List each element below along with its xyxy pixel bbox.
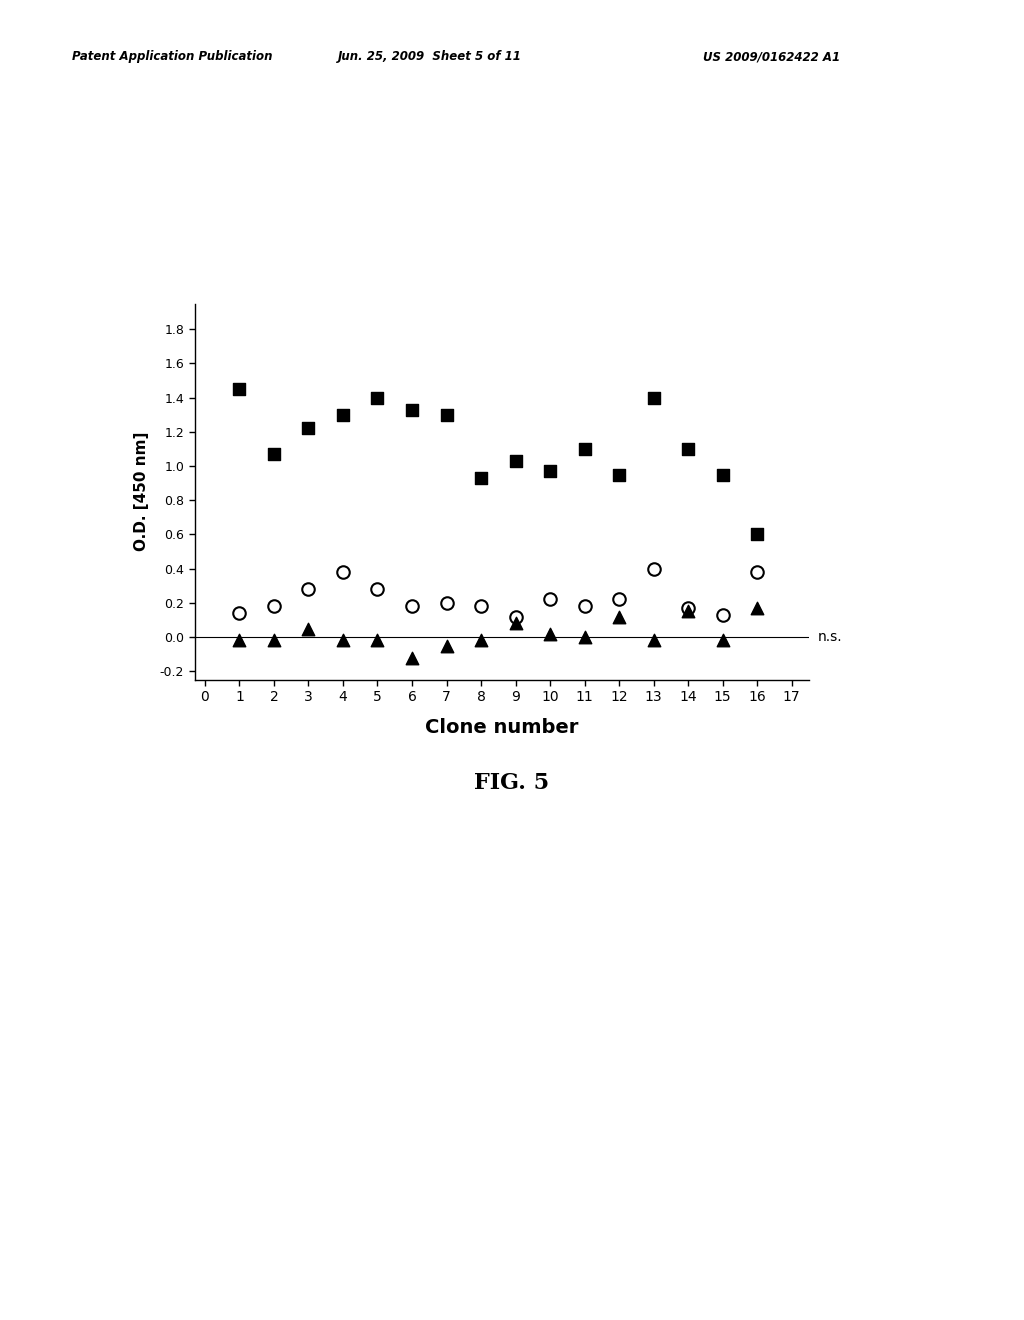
Point [335, 561, 351, 582]
Point [715, 630, 731, 651]
Point [300, 418, 316, 440]
Point [645, 630, 662, 651]
Point [335, 630, 351, 651]
Point [715, 465, 731, 486]
Point [507, 612, 523, 634]
Text: FIG. 5: FIG. 5 [474, 772, 550, 795]
Point [266, 630, 283, 651]
Point [715, 605, 731, 626]
Point [611, 606, 628, 627]
Point [473, 467, 489, 488]
Point [370, 387, 386, 408]
Y-axis label: O.D. [450 nm]: O.D. [450 nm] [134, 432, 148, 552]
Point [680, 438, 696, 459]
Point [611, 465, 628, 486]
Point [542, 589, 558, 610]
Point [231, 630, 248, 651]
Point [370, 578, 386, 599]
Point [577, 438, 593, 459]
Point [403, 399, 420, 420]
Point [577, 595, 593, 616]
Point [231, 379, 248, 400]
Point [266, 444, 283, 465]
Point [300, 618, 316, 639]
Point [749, 598, 765, 619]
Point [507, 606, 523, 627]
Text: US 2009/0162422 A1: US 2009/0162422 A1 [702, 50, 840, 63]
Point [577, 627, 593, 648]
Point [680, 601, 696, 622]
Point [542, 461, 558, 482]
Point [473, 630, 489, 651]
Point [403, 595, 420, 616]
Text: n.s.: n.s. [818, 630, 843, 644]
Point [438, 593, 455, 614]
Point [611, 589, 628, 610]
Point [507, 450, 523, 471]
Point [370, 630, 386, 651]
Point [335, 404, 351, 425]
Point [403, 647, 420, 668]
Text: Jun. 25, 2009  Sheet 5 of 11: Jun. 25, 2009 Sheet 5 of 11 [338, 50, 522, 63]
Point [542, 623, 558, 644]
Text: Patent Application Publication: Patent Application Publication [72, 50, 272, 63]
Point [680, 598, 696, 619]
Point [749, 524, 765, 545]
Point [645, 558, 662, 579]
Point [438, 404, 455, 425]
Point [300, 578, 316, 599]
Point [231, 602, 248, 623]
X-axis label: Clone number: Clone number [425, 718, 579, 737]
Point [266, 595, 283, 616]
Point [645, 387, 662, 408]
Point [749, 561, 765, 582]
Point [473, 595, 489, 616]
Point [438, 635, 455, 656]
